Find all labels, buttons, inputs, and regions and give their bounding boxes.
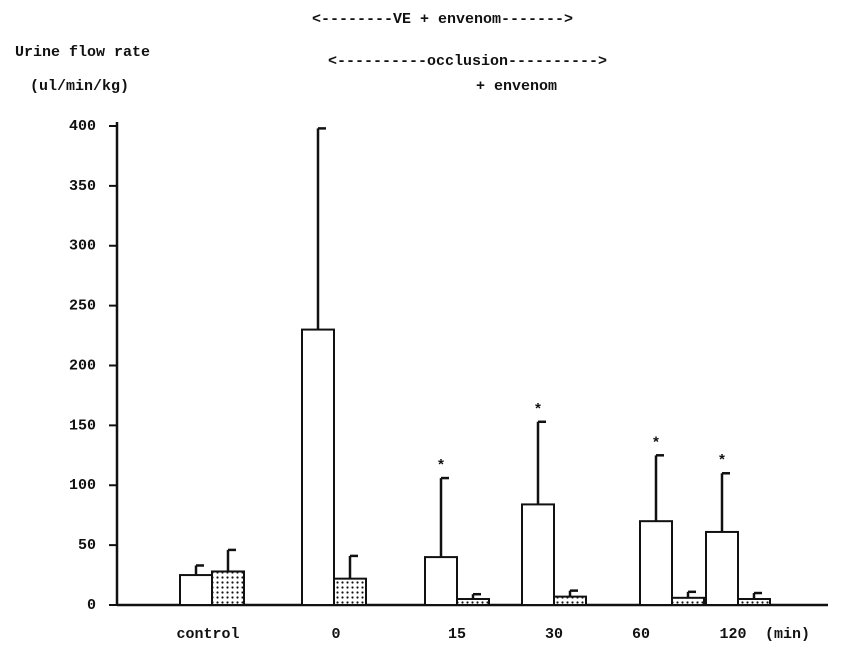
- y-tick-label: 350: [69, 178, 96, 195]
- bar: [639, 520, 673, 606]
- y-tick-label: 400: [69, 118, 96, 135]
- bar: [521, 503, 555, 606]
- x-tick-label: 120: [719, 626, 746, 643]
- y-tick-label: 200: [69, 357, 96, 374]
- bar: [424, 556, 458, 606]
- y-tick-label: 250: [69, 298, 96, 315]
- bar: [671, 596, 705, 607]
- bar: [553, 595, 587, 606]
- significance-label: *: [436, 458, 445, 475]
- annotation: <--------VE + envenom------->: [312, 11, 573, 28]
- bar: [456, 598, 490, 607]
- x-axis-unit: (min): [765, 626, 810, 643]
- x-tick-label: 15: [448, 626, 466, 643]
- x-tick-label: 0: [331, 626, 340, 643]
- significance-label: *: [533, 402, 542, 419]
- bar: [179, 574, 213, 606]
- annotation: <----------occlusion---------->: [328, 53, 607, 70]
- bar: [705, 530, 739, 607]
- y-tick-label: 100: [69, 477, 96, 494]
- significance-label: *: [651, 435, 660, 452]
- y-tick-label: 300: [69, 238, 96, 255]
- y-tick-label: 0: [87, 597, 96, 614]
- annotation: + envenom: [476, 78, 557, 95]
- x-tick-label: 60: [632, 626, 650, 643]
- x-tick-label: 30: [545, 626, 563, 643]
- bar: [737, 598, 771, 607]
- bar: [333, 577, 367, 607]
- bar: [211, 570, 245, 606]
- x-tick-label: control: [176, 626, 239, 643]
- y-axis-label: (ul/min/kg): [30, 78, 129, 95]
- y-tick-label: 50: [78, 537, 96, 554]
- bar: [301, 328, 335, 606]
- significance-label: *: [717, 453, 726, 470]
- y-tick-label: 150: [69, 417, 96, 434]
- y-axis-label: Urine flow rate: [15, 44, 150, 61]
